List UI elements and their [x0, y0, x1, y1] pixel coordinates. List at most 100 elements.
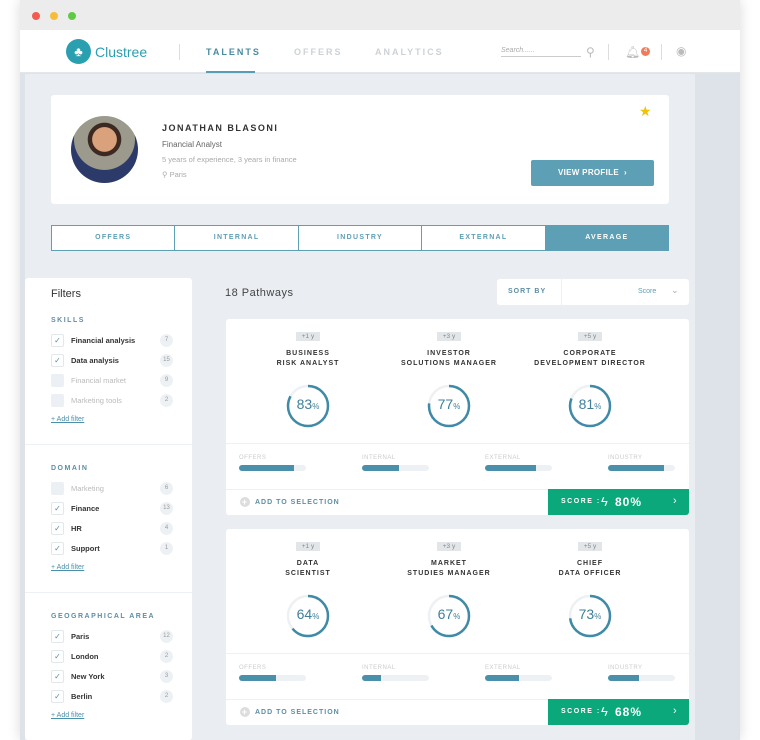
- filter-option[interactable]: ✓ Data analysis 15: [51, 354, 173, 368]
- checkbox[interactable]: ✓: [51, 690, 64, 703]
- checkbox[interactable]: ✓: [51, 334, 64, 347]
- job-title-line: INVESTOR: [427, 350, 471, 357]
- filter-option[interactable]: Financial market 9: [51, 374, 173, 388]
- match-ring: 67%: [426, 593, 472, 639]
- add-to-selection-label: ADD TO SELECTION: [255, 498, 340, 506]
- checkbox[interactable]: ✓: [51, 670, 64, 683]
- search-input[interactable]: Search......: [501, 47, 581, 57]
- match-ring-graphic: [568, 594, 612, 638]
- add-filter-link[interactable]: + Add filter: [51, 712, 85, 719]
- pathway-step[interactable]: +1 y BUSINESS RISK ANALYST 83%: [238, 319, 378, 429]
- bar-label: EXTERNAL: [485, 455, 521, 461]
- filter-option[interactable]: ✓ HR 4: [51, 522, 173, 536]
- match-value: 64%: [296, 606, 320, 622]
- maximize-dot[interactable]: [68, 12, 76, 20]
- filter-option[interactable]: Marketing tools 2: [51, 394, 173, 408]
- tab-industry[interactable]: INDUSTRY: [299, 226, 423, 250]
- years-badge: +5 y: [577, 542, 603, 551]
- filter-label: Support: [71, 544, 100, 553]
- job-title-line: DATA: [296, 560, 320, 567]
- tab-external[interactable]: EXTERNAL: [422, 226, 546, 250]
- years-badge: +3 y: [436, 332, 462, 341]
- bar-fill: [608, 675, 639, 681]
- bar-track: [239, 465, 306, 471]
- star-icon[interactable]: ★: [639, 103, 652, 119]
- years-badge: +1 y: [295, 332, 321, 341]
- score-button[interactable]: SCORE : ϟ 80% ›: [548, 489, 689, 515]
- user-icon[interactable]: ◉: [676, 44, 687, 58]
- sort-dropdown[interactable]: SORT BY Score ⌄: [497, 279, 689, 305]
- ring-fill: [286, 384, 330, 428]
- checkbox[interactable]: ✓: [51, 502, 64, 515]
- filter-count: 3: [160, 670, 173, 683]
- bell-icon[interactable]: 🔔︎: [625, 45, 641, 59]
- filter-label: Marketing tools: [71, 396, 122, 405]
- filter-label: Paris: [71, 632, 90, 641]
- checkbox[interactable]: ✓: [51, 354, 64, 367]
- checkbox[interactable]: ✓: [51, 542, 64, 555]
- checkbox[interactable]: ✓: [51, 650, 64, 663]
- match-ring-graphic: [427, 384, 471, 428]
- add-to-selection-button[interactable]: + ADD TO SELECTION: [240, 707, 340, 717]
- profile-card: JONATHAN BLASONI Financial Analyst 5 yea…: [51, 95, 669, 204]
- years-badge: +5 y: [577, 332, 603, 341]
- checkbox[interactable]: [51, 374, 64, 387]
- chevron-right-icon: ›: [624, 168, 627, 177]
- job-title-line: SOLUTIONS MANAGER: [401, 359, 497, 367]
- filter-option[interactable]: ✓ Financial analysis 7: [51, 334, 173, 348]
- checkbox[interactable]: [51, 394, 64, 407]
- match-ring-graphic: [568, 384, 612, 428]
- filter-option[interactable]: ✓ New York 3: [51, 670, 173, 684]
- filter-count: 1: [160, 542, 173, 555]
- job-title: CORPORATE DEVELOPMENT DIRECTOR: [520, 349, 660, 369]
- bar-track: [485, 465, 552, 471]
- filter-option[interactable]: ✓ Support 1: [51, 542, 173, 556]
- filters-panel: Filters SKILLS ✓ Financial analysis 7 ✓ …: [25, 278, 192, 740]
- tab-internal[interactable]: INTERNAL: [175, 226, 299, 250]
- nav-tab-talents[interactable]: TALENTS: [206, 47, 261, 57]
- bar-fill: [362, 675, 382, 681]
- filter-option[interactable]: ✓ Berlin 2: [51, 690, 173, 704]
- divider: [226, 443, 689, 444]
- nav-tab-offers[interactable]: OFFERS: [294, 47, 343, 57]
- sort-label: SORT BY: [508, 288, 547, 295]
- bar-label: INDUSTRY: [608, 455, 643, 461]
- pathway-step[interactable]: +3 y INVESTOR SOLUTIONS MANAGER 77%: [379, 319, 519, 429]
- match-ring: 64%: [285, 593, 331, 639]
- bar-fill: [239, 465, 294, 471]
- profile-name: JONATHAN BLASONI: [162, 123, 279, 133]
- add-filter-link[interactable]: + Add filter: [51, 416, 85, 423]
- minimize-dot[interactable]: [50, 12, 58, 20]
- match-ring-graphic: [427, 594, 471, 638]
- filter-heading: GEOGRAPHICAL AREA: [51, 613, 156, 620]
- divider: [226, 699, 548, 700]
- checkbox[interactable]: ✓: [51, 522, 64, 535]
- checkbox[interactable]: ✓: [51, 630, 64, 643]
- filter-option[interactable]: ✓ London 2: [51, 650, 173, 664]
- pathway-step[interactable]: +1 y DATA SCIENTIST 64%: [238, 529, 378, 639]
- search-icon[interactable]: ⚲: [586, 45, 595, 59]
- nav-tab-analytics[interactable]: ANALYTICS: [375, 47, 444, 57]
- tab-average[interactable]: AVERAGE: [545, 226, 669, 250]
- filter-label: Berlin: [71, 692, 93, 701]
- score-button[interactable]: SCORE : ϟ 68% ›: [548, 699, 689, 725]
- filter-label: Finance: [71, 504, 100, 513]
- filter-option[interactable]: ✓ Paris 12: [51, 630, 173, 644]
- add-to-selection-button[interactable]: + ADD TO SELECTION: [240, 497, 340, 507]
- view-profile-button[interactable]: VIEW PROFILE ›: [531, 160, 654, 186]
- close-dot[interactable]: [32, 12, 40, 20]
- filter-option[interactable]: Marketing 6: [51, 482, 173, 496]
- add-filter-link[interactable]: + Add filter: [51, 564, 85, 571]
- profile-location: ⚲ Paris: [162, 170, 187, 179]
- job-title-line: DATA OFFICER: [558, 569, 622, 577]
- pathway-step[interactable]: +5 y CORPORATE DEVELOPMENT DIRECTOR 81%: [520, 319, 660, 429]
- tab-offers[interactable]: OFFERS: [52, 226, 176, 250]
- bar-label: INTERNAL: [362, 455, 396, 461]
- location-text: Paris: [169, 170, 187, 179]
- pathway-step[interactable]: +5 y CHIEF DATA OFFICER 73%: [520, 529, 660, 639]
- logo[interactable]: ♣ Clustree: [66, 39, 147, 64]
- divider: [179, 44, 180, 60]
- filter-option[interactable]: ✓ Finance 13: [51, 502, 173, 516]
- checkbox[interactable]: [51, 482, 64, 495]
- pathway-step[interactable]: +3 y MARKET STUDIES MANAGER 67%: [379, 529, 519, 639]
